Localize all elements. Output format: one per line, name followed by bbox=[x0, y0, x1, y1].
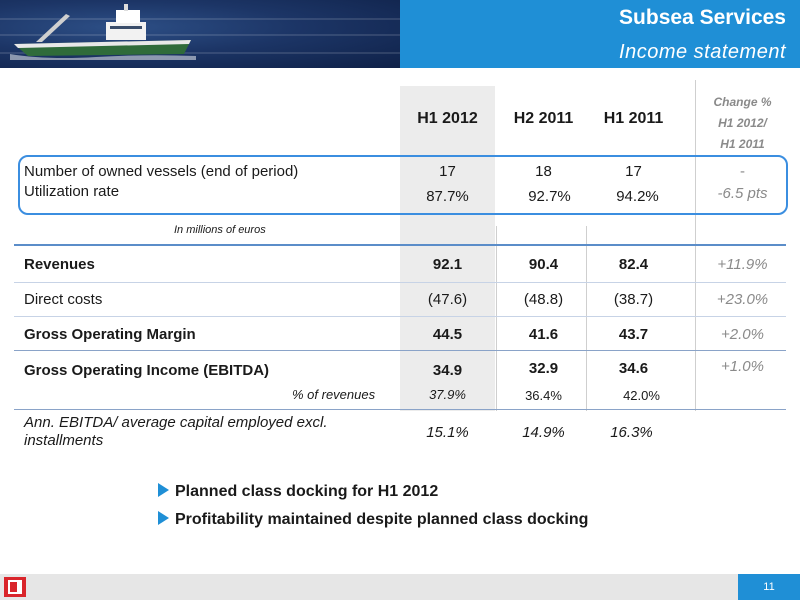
slide-subtitle: Income statement bbox=[619, 41, 786, 63]
bullet-item: Planned class docking for H1 2012 bbox=[158, 483, 438, 501]
ann-ebitda-h2-2011: 14.9% bbox=[522, 424, 565, 441]
ebitda-h1-2012: 34.9 bbox=[432, 362, 463, 379]
footer-bar bbox=[0, 574, 800, 600]
vessel-highlight-box bbox=[18, 155, 788, 215]
column-header-change: Change % H1 2012/ H1 2011 bbox=[713, 95, 772, 151]
column-header-h1-2012: H1 2012 bbox=[417, 110, 478, 127]
revenues-h2-2011: 90.4 bbox=[528, 256, 559, 273]
direct-costs-h1-2011: (38.7) bbox=[613, 291, 654, 308]
utilization-change: -6.5 pts bbox=[717, 185, 768, 202]
gross-margin-h1-2011: 43.7 bbox=[618, 326, 649, 343]
ebitda-change: +1.0% bbox=[721, 358, 764, 375]
utilization-h1-2011: 94.2% bbox=[616, 188, 659, 205]
owned-vessels-h2-2011: 18 bbox=[535, 163, 552, 180]
ship-icon bbox=[10, 4, 196, 60]
direct-costs-h1-2012: (47.6) bbox=[427, 291, 468, 308]
pct-revenues-h1-2011: 42.0% bbox=[623, 388, 660, 403]
row-label-gross-margin: Gross Operating Margin bbox=[24, 326, 196, 343]
company-logo-icon bbox=[4, 577, 26, 597]
owned-vessels-h1-2011: 17 bbox=[625, 163, 642, 180]
row-label-ebitda: Gross Operating Income (EBITDA) bbox=[24, 362, 270, 379]
gross-margin-change: +2.0% bbox=[721, 326, 764, 343]
row-label-ann-ebitda-2: installments bbox=[24, 432, 104, 449]
bullet-arrow-icon bbox=[158, 483, 169, 497]
highlight-column bbox=[400, 86, 495, 411]
direct-costs-h2-2011: (48.8) bbox=[523, 291, 564, 308]
row-label-pct-revenues: % of revenues bbox=[292, 387, 376, 402]
ebitda-h2-2011: 32.9 bbox=[528, 360, 559, 377]
utilization-h1-2012: 87.7% bbox=[426, 188, 469, 205]
row-label-ann-ebitda-1: Ann. EBITDA/ average capital employed ex… bbox=[24, 414, 328, 431]
pct-revenues-h1-2012: 37.9% bbox=[429, 387, 466, 402]
row-label-utilization: Utilization rate bbox=[24, 183, 120, 200]
slide-title: Subsea Services bbox=[619, 6, 786, 29]
page-number: 11 bbox=[738, 574, 800, 600]
owned-vessels-change: - bbox=[740, 163, 745, 180]
ann-ebitda-h1-2012: 15.1% bbox=[426, 424, 469, 441]
pct-revenues-h2-2011: 36.4% bbox=[525, 388, 562, 403]
revenues-h1-2011: 82.4 bbox=[618, 256, 649, 273]
gross-margin-h1-2012: 44.5 bbox=[432, 326, 463, 343]
ann-ebitda-h1-2011: 16.3% bbox=[610, 424, 653, 441]
owned-vessels-h1-2012: 17 bbox=[439, 163, 456, 180]
column-header-h2-2011: H2 2011 bbox=[513, 110, 574, 127]
row-label-direct-costs: Direct costs bbox=[24, 291, 103, 308]
row-label-revenues: Revenues bbox=[24, 256, 95, 273]
utilization-h2-2011: 92.7% bbox=[528, 188, 571, 205]
bullet-item: Profitability maintained despite planned… bbox=[158, 511, 588, 529]
revenues-h1-2012: 92.1 bbox=[432, 256, 463, 273]
bullet-arrow-icon bbox=[158, 511, 169, 525]
units-note: In millions of euros bbox=[174, 224, 266, 236]
direct-costs-change: +23.0% bbox=[716, 291, 769, 308]
ship-photo bbox=[0, 0, 400, 68]
row-label-owned-vessels: Number of owned vessels (end of period) bbox=[24, 163, 299, 180]
column-header-h1-2011: H1 2011 bbox=[603, 110, 664, 127]
ebitda-h1-2011: 34.6 bbox=[618, 360, 649, 377]
revenues-change: +11.9% bbox=[717, 256, 768, 273]
gross-margin-h2-2011: 41.6 bbox=[528, 326, 559, 343]
